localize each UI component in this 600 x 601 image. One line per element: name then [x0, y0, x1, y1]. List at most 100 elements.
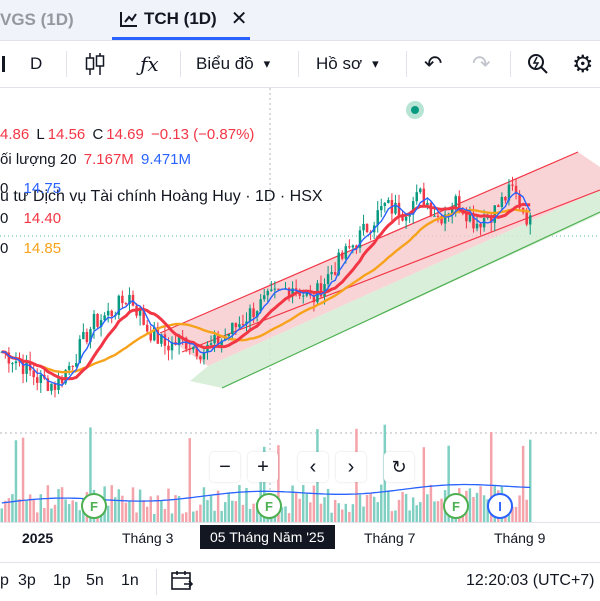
tab-vgs[interactable]: VGS (1D): [0, 0, 74, 40]
candle: [149, 325, 152, 343]
volume-bar: [372, 496, 376, 522]
toolbar-overflow-icon[interactable]: [2, 41, 8, 87]
candle: [46, 375, 50, 392]
calendar-icon[interactable]: [170, 569, 194, 598]
volume-bar: [234, 501, 238, 522]
scroll-left-button[interactable]: ‹: [298, 452, 328, 482]
undo-icon[interactable]: ↶: [424, 51, 443, 76]
ma-row-slow: 0 14.85: [0, 240, 62, 257]
tick-label: Tháng 7: [364, 530, 416, 546]
redo-icon[interactable]: ↷: [472, 51, 491, 76]
volume-bar: [121, 495, 124, 522]
volume-bar: [138, 489, 142, 522]
candle: [96, 313, 99, 329]
low-value: 14.56: [47, 126, 86, 143]
volume-bar: [11, 494, 14, 522]
chevron-down-icon: ▾: [263, 56, 271, 71]
candles-icon[interactable]: [84, 41, 106, 87]
volume-bar: [248, 508, 252, 522]
ma-mid-line: [1, 202, 531, 381]
candle: [383, 202, 387, 213]
volume-bar: [89, 427, 92, 522]
quick-search-icon[interactable]: [526, 41, 550, 87]
volume-bar: [489, 431, 493, 522]
candle: [11, 361, 14, 373]
event-marker-f[interactable]: F: [81, 493, 107, 519]
volume-bar: [75, 501, 78, 522]
tab-tch[interactable]: TCH (1D) ✕: [112, 0, 250, 40]
volume-bar: [341, 509, 344, 522]
market-status-icon[interactable]: [406, 101, 424, 119]
time-axis[interactable]: 2025 Tháng 3 05 Tháng Năm '25 Tháng 7 Th…: [0, 522, 600, 553]
volume-bar: [404, 493, 408, 522]
volume-bar: [25, 500, 28, 522]
volume-bar: [287, 513, 291, 522]
volume-bar: [32, 498, 35, 522]
volume-bar: [284, 506, 287, 522]
volume-bar: [252, 503, 255, 522]
candle: [128, 287, 131, 314]
range-button[interactable]: 1n: [121, 572, 139, 589]
candle: [504, 196, 507, 204]
candle: [365, 223, 369, 234]
zoom-out-button[interactable]: −: [210, 452, 240, 482]
volume-bar: [39, 494, 43, 522]
candle: [32, 362, 35, 386]
scroll-right-button[interactable]: ›: [336, 452, 366, 482]
chart-type-dropdown[interactable]: Biểu đồ ▾: [196, 41, 270, 87]
indicators-fx-icon[interactable]: ƒx: [140, 52, 159, 76]
volume-bar: [348, 511, 351, 522]
profile-dropdown[interactable]: Hồ sơ ▾: [316, 41, 379, 87]
event-marker-f[interactable]: F: [443, 493, 469, 519]
volume-bar: [401, 492, 404, 522]
volume-row: ối lượng 20 7.167M 9.471M: [0, 151, 194, 168]
zoom-in-button[interactable]: +: [248, 452, 278, 482]
price-chart[interactable]: [0, 88, 600, 552]
volume-bar: [131, 487, 135, 522]
candle: [7, 347, 11, 373]
volume-bar: [521, 445, 525, 522]
candle: [404, 215, 408, 229]
volume-bar: [110, 485, 113, 522]
candle: [92, 310, 96, 339]
volume-bar: [429, 484, 433, 522]
volume-bar: [514, 506, 518, 522]
ma-slow-line: [1, 208, 531, 374]
volume-bar: [394, 510, 397, 522]
volume-bar: [241, 504, 245, 522]
candle: [85, 328, 89, 345]
candle: [397, 194, 401, 226]
range-button[interactable]: 5n: [86, 572, 104, 589]
volume-bar: [192, 511, 195, 522]
range-button[interactable]: 1p: [53, 572, 71, 589]
candle: [121, 290, 124, 309]
volume-bar: [294, 492, 298, 522]
volume-bar: [262, 446, 266, 522]
volume-bar: [351, 504, 355, 522]
volume-bar: [135, 512, 138, 522]
chart-area[interactable]: u tư Dịch vụ Tài chính Hoàng Huy · 1D · …: [0, 88, 600, 552]
candle: [330, 265, 333, 281]
close-icon[interactable]: ✕: [230, 8, 248, 30]
volume-bar: [238, 485, 241, 522]
range-button[interactable]: 3p: [18, 572, 36, 589]
volume-bar: [209, 495, 213, 522]
volume-bar: [312, 485, 316, 522]
candle: [188, 343, 191, 355]
volume-bar: [53, 504, 57, 522]
interval-button[interactable]: D: [30, 41, 42, 87]
gear-icon[interactable]: ⚙: [572, 50, 594, 78]
close-label: C: [92, 126, 104, 143]
event-marker-i[interactable]: I: [487, 493, 513, 519]
volume-bar: [419, 502, 422, 522]
reset-icon[interactable]: ↻: [384, 452, 414, 482]
volume-bar: [330, 512, 333, 522]
volume-bar: [0, 508, 4, 522]
tab-vgs-label: VGS (1D): [0, 10, 74, 29]
candle: [124, 302, 128, 306]
event-marker-f[interactable]: F: [256, 493, 282, 519]
volume-value: 7.167M: [83, 151, 134, 168]
candle: [202, 347, 206, 365]
range-button[interactable]: p: [0, 572, 9, 589]
candle: [333, 262, 337, 276]
